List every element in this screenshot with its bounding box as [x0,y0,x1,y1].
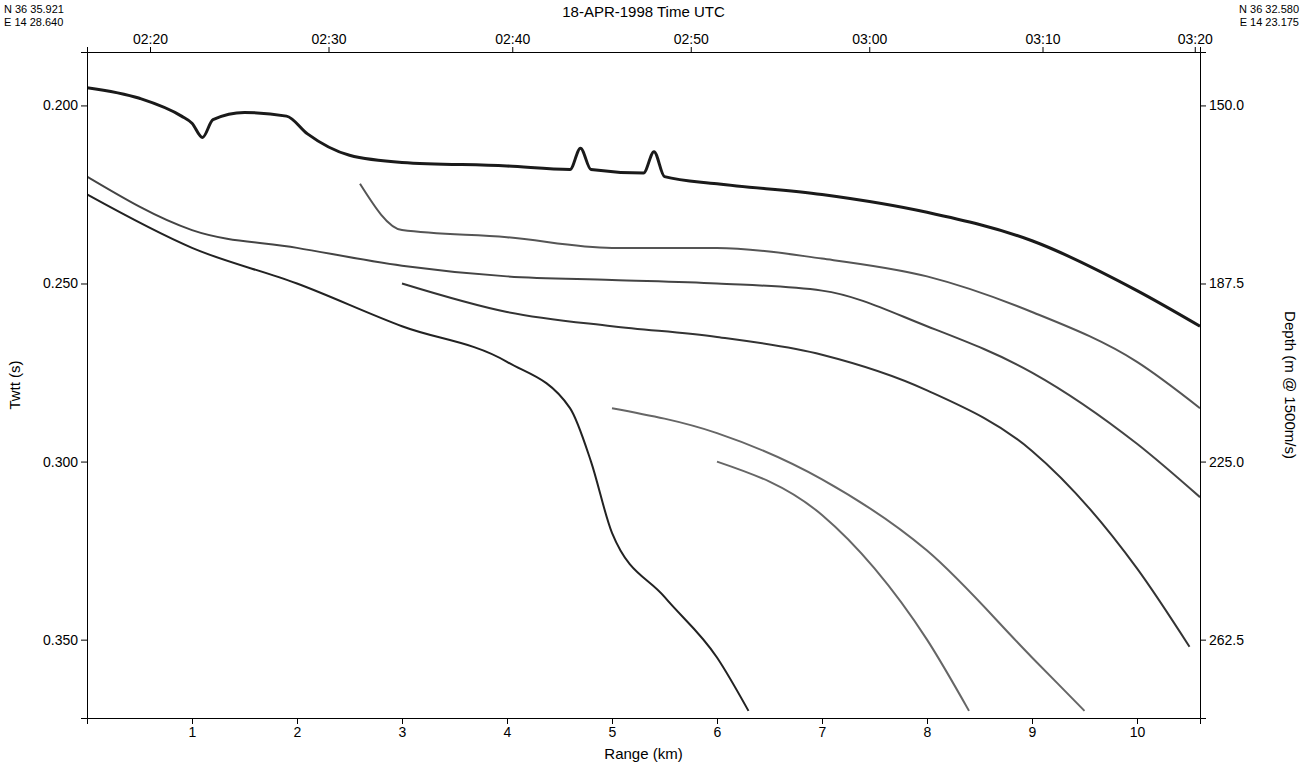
tick: 150.0 [1200,97,1244,113]
tick: 262.5 [1200,632,1244,648]
chart: 1 2 3 4 5 6 7 8 9 10 02:20 02:30 02:40 02:50 03:00 03:1… [0,0,1303,767]
tick: 225.0 [1200,454,1244,470]
y-axis: 0.200 0.250 0.300 0.350 [43,53,88,719]
plot-background [87,52,1200,718]
tick-label: 7 [819,724,827,740]
tick: 0.300 [43,454,87,470]
depth-axis: 150.0 187.5 225.0 262.5 [1200,53,1244,719]
tick-mark [1200,640,1206,641]
x-axis-title: Range (km) [604,745,682,762]
reflector-line [87,88,1200,327]
tick-mark [81,105,87,106]
axis-line [1201,53,1207,719]
reflector-line [360,184,1200,408]
title: 18-APR-1998 Time UTC [562,3,725,20]
tick-label: 03:20 [1178,31,1213,47]
tick-label: 02:30 [311,31,346,47]
tick: 9 [1029,718,1037,740]
tick-label: 10 [1130,724,1146,740]
y-axis-title: Twtt (s) [6,360,23,409]
tick-mark [1043,47,1044,52]
tick-label: 262.5 [1209,632,1244,648]
tick: 3 [399,718,407,740]
tick-label: 5 [609,724,617,740]
reflectors [87,88,1200,711]
tick: 02:50 [674,31,709,52]
tick: 0.350 [43,632,87,648]
tick-mark [1200,105,1206,106]
tick: 7 [819,718,827,740]
start-coordinate: N 36 35.921 [4,3,64,15]
tick: 03:20 [1178,31,1213,52]
tick-mark [1200,462,1206,463]
tick: 4 [504,718,512,740]
tick-label: 02:20 [133,31,168,47]
tick-mark [329,47,330,52]
tick-label: 03:10 [1025,31,1060,47]
tick-label: 3 [399,724,407,740]
reflector-line [87,194,749,710]
tick-mark [512,47,513,52]
tick-label: 03:00 [852,31,887,47]
tick-label: 0.250 [43,275,78,291]
tick: 03:10 [1025,31,1060,52]
tick-mark [81,462,87,463]
tick-mark [81,283,87,284]
tick-mark [869,47,870,52]
tick: 02:30 [311,31,346,52]
axis-line [88,47,1201,53]
time-axis: 02:20 02:30 02:40 02:50 03:00 03:10 03:20 [88,31,1213,53]
plot: 1 2 3 4 5 6 7 8 9 10 02:20 02:30 02:40 02:50 03:00 03:1… [43,31,1244,740]
tick-mark [81,640,87,641]
y2-axis-title: Depth (m @ 1500m/s) [1282,311,1299,459]
tick: 8 [924,718,932,740]
tick-mark [150,47,151,52]
tick-label: 8 [924,724,932,740]
tick-label: 225.0 [1209,454,1244,470]
tick: 10 [1130,718,1146,740]
tick-mark [691,47,692,52]
tick: 1 [189,718,197,740]
tick-label: 150.0 [1209,97,1244,113]
tick: 187.5 [1200,275,1244,291]
x-axis: 1 2 3 4 5 6 7 8 9 10 [88,718,1201,740]
tick-label: 9 [1029,724,1037,740]
tick: 02:20 [133,31,168,52]
tick-label: 0.200 [43,97,78,113]
tick-label: 4 [504,724,512,740]
end-coordinate: E 14 23.175 [1240,16,1299,28]
tick-label: 1 [189,724,197,740]
tick: 0.250 [43,275,87,291]
tick: 03:00 [852,31,887,52]
tick: 5 [609,718,617,740]
tick-label: 2 [294,724,302,740]
tick-label: 187.5 [1209,275,1244,291]
tick-label: 6 [714,724,722,740]
tick: 6 [714,718,722,740]
tick-label: 02:40 [495,31,530,47]
reflector-line [717,462,969,711]
tick-label: 0.300 [43,454,78,470]
reflector-line [612,408,1085,711]
tick-label: 02:50 [674,31,709,47]
reflector-line [87,177,1200,498]
start-coordinate: E 14 28.640 [4,16,63,28]
tick: 0.200 [43,97,87,113]
tick-mark [1200,283,1206,284]
tick-mark [1195,47,1196,52]
end-coordinate: N 36 32.580 [1239,3,1299,15]
tick-label: 0.350 [43,632,78,648]
axis-line [81,53,88,719]
tick: 02:40 [495,31,530,52]
tick: 2 [294,718,302,740]
